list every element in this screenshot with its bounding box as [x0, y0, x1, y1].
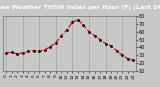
Text: Milwaukee Weather THSW Index per Hour (F) (Last 24 Hours): Milwaukee Weather THSW Index per Hour (F…	[0, 5, 160, 10]
